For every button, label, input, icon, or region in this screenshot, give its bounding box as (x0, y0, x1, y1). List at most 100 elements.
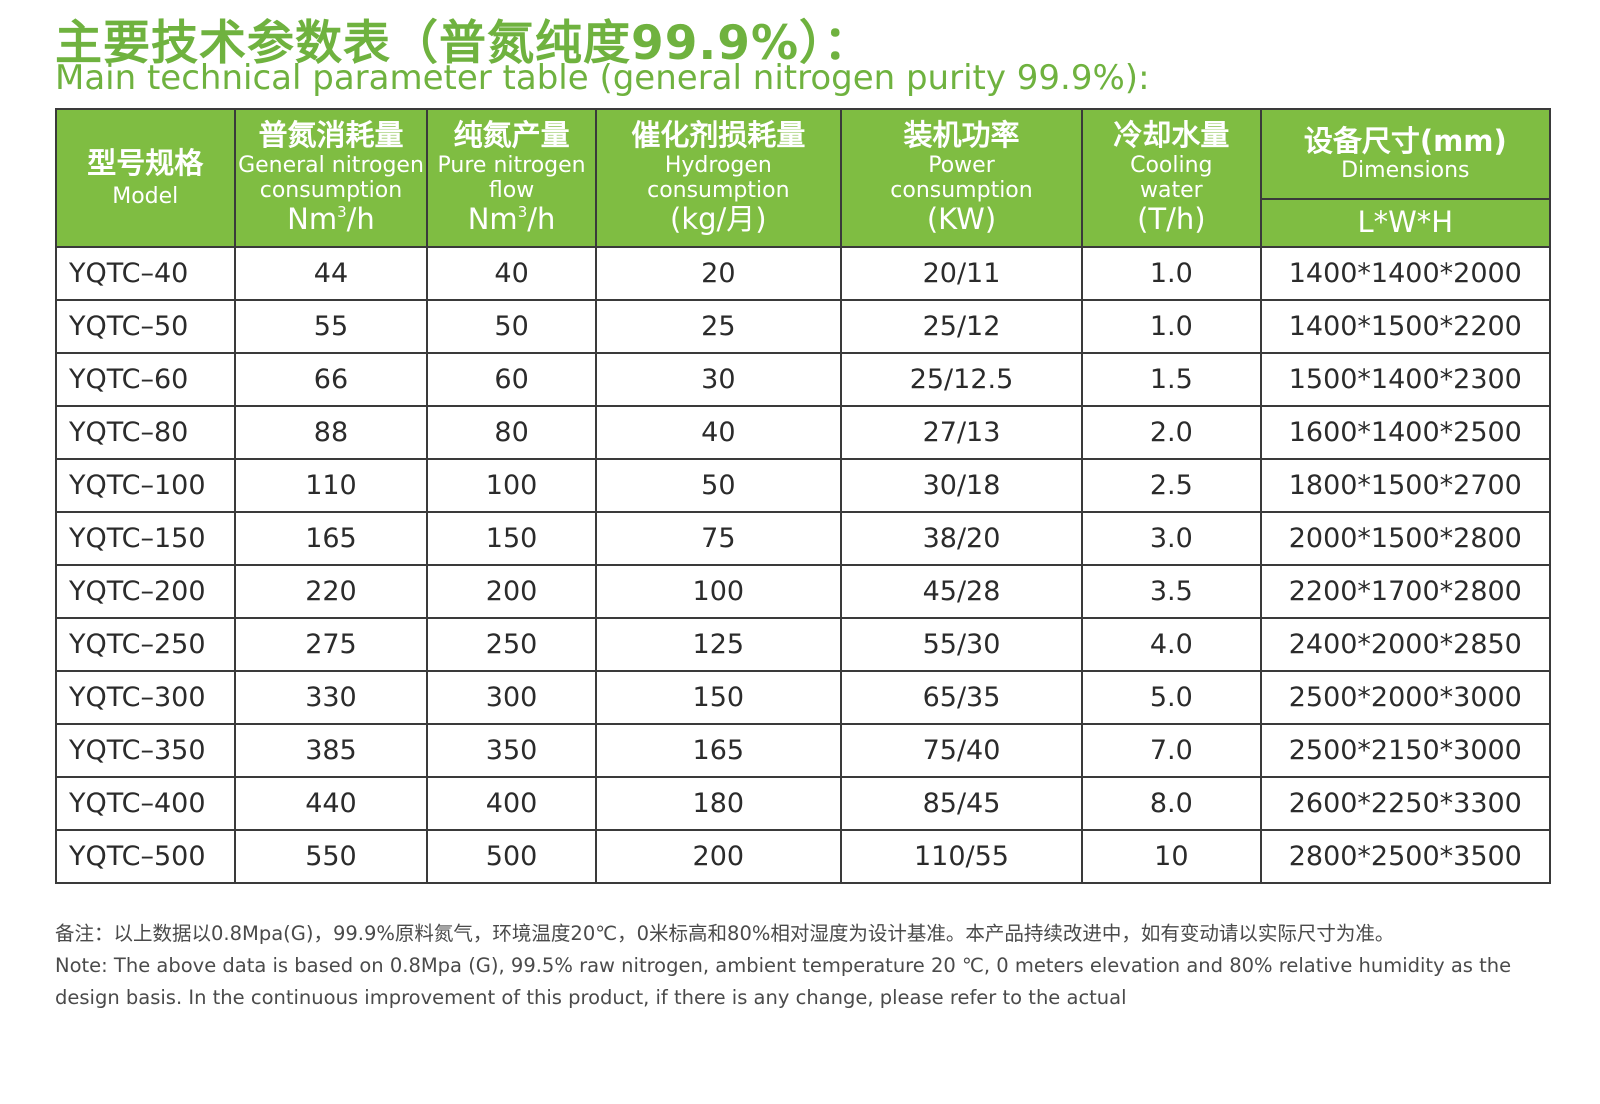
cell-model: YQTC–80 (55, 405, 236, 460)
table-row: YQTC–300 330 300 150 65/35 5.0 2500*2000*3000 (55, 670, 1552, 725)
header-gn-consumption-en2: consumption (259, 178, 403, 203)
cell-gn-consumption: 110 (233, 458, 429, 513)
cell-model: YQTC–300 (55, 670, 236, 725)
header-model: 型号规格 Model (55, 108, 236, 248)
table-row: YQTC–200 220 200 100 45/28 3.5 2200*1700*2800 (55, 564, 1552, 619)
cell-gn-consumption: 385 (233, 723, 429, 778)
cell-model: YQTC–400 (55, 776, 236, 831)
cell-pn-flow: 350 (426, 723, 597, 778)
header-cooling-en1: Cooling (1130, 152, 1213, 178)
header-model-zh: 型号规格 (87, 145, 204, 180)
header-cooling: 冷却水量 Cooling water (T/h) (1081, 108, 1262, 248)
header-power-en2: consumption (890, 178, 1033, 203)
cell-cooling: 10 (1081, 829, 1262, 884)
unit-base: Nm (287, 202, 338, 237)
cell-dimensions: 1600*1400*2500 (1259, 405, 1552, 460)
cell-hydrogen: 40 (594, 405, 842, 460)
cell-cooling: 7.0 (1081, 723, 1262, 778)
cell-dimensions: 2500*2150*3000 (1259, 723, 1552, 778)
cell-gn-consumption: 275 (233, 617, 429, 672)
cell-gn-consumption: 165 (233, 511, 429, 566)
cell-gn-consumption: 330 (233, 670, 429, 725)
header-cooling-en2: water (1139, 178, 1203, 203)
header-dimensions-en: Dimensions (1341, 158, 1470, 184)
footnote: 备注：以上数据以0.8Mpa(G)，99.9%原料氮气，环境温度20℃，0米标高… (55, 918, 1525, 1014)
cell-model: YQTC–100 (55, 458, 236, 513)
cell-hydrogen: 75 (594, 511, 842, 566)
cell-pn-flow: 100 (426, 458, 597, 513)
cell-gn-consumption: 550 (233, 829, 429, 884)
cell-pn-flow: 200 (426, 564, 597, 619)
header-pn-flow-zh: 纯氮产量 (453, 118, 570, 153)
parameter-table: 型号规格 Model 普氮消耗量 General nitrogen consum… (55, 108, 1552, 884)
header-hydrogen-zh: 催化剂损耗量 (631, 118, 806, 153)
header-power-en1: Power (928, 152, 995, 178)
cell-power: 25/12 (839, 299, 1084, 354)
table-row: YQTC–150 165 150 75 38/20 3.0 2000*1500*2800 (55, 511, 1552, 566)
cell-dimensions: 1800*1500*2700 (1259, 458, 1552, 513)
table-row: YQTC–80 88 80 40 27/13 2.0 1600*1400*2500 (55, 405, 1552, 460)
cell-hydrogen: 20 (594, 246, 842, 301)
cell-dimensions: 2800*2500*3500 (1259, 829, 1552, 884)
cell-dimensions: 2200*1700*2800 (1259, 564, 1552, 619)
header-gn-consumption: 普氮消耗量 General nitrogen consumption Nm3/h (233, 108, 429, 248)
cell-hydrogen: 50 (594, 458, 842, 513)
cell-cooling: 2.0 (1081, 405, 1262, 460)
cell-power: 75/40 (839, 723, 1084, 778)
cell-gn-consumption: 44 (233, 246, 429, 301)
header-pn-flow-unit: Nm3/h (429, 203, 593, 236)
header-hydrogen-unit: (kg/月) (670, 202, 767, 237)
table-row: YQTC–50 55 50 25 25/12 1.0 1400*1500*2200 (55, 299, 1552, 354)
cell-cooling: 8.0 (1081, 776, 1262, 831)
cell-model: YQTC–500 (55, 829, 236, 884)
table-row: YQTC–60 66 60 30 25/12.5 1.5 1500*1400*2300 (55, 352, 1552, 407)
header-dimensions-zh: 设备尺寸(mm) (1303, 123, 1507, 158)
cell-cooling: 3.0 (1081, 511, 1262, 566)
table-row: YQTC–100 110 100 50 30/18 2.5 1800*1500*2700 (55, 458, 1552, 513)
cell-dimensions: 2000*1500*2800 (1259, 511, 1552, 566)
cell-gn-consumption: 66 (233, 352, 429, 407)
header-hydrogen-en1: Hydrogen (664, 152, 772, 178)
header-gn-consumption-en1: General nitrogen (238, 152, 424, 178)
cell-cooling: 1.0 (1081, 299, 1262, 354)
cell-dimensions: 2500*2000*3000 (1259, 670, 1552, 725)
table-row: YQTC–350 385 350 165 75/40 7.0 2500*2150*3000 (55, 723, 1552, 778)
cell-model: YQTC–200 (55, 564, 236, 619)
header-pn-flow-en2: flow (488, 178, 535, 203)
cell-power: 27/13 (839, 405, 1084, 460)
cell-power: 55/30 (839, 617, 1084, 672)
unit-tail: /h (346, 202, 375, 237)
cell-dimensions: 1400*1500*2200 (1259, 299, 1552, 354)
cell-hydrogen: 180 (594, 776, 842, 831)
cell-pn-flow: 40 (426, 246, 597, 301)
cell-power: 25/12.5 (839, 352, 1084, 407)
cell-hydrogen: 30 (594, 352, 842, 407)
cell-pn-flow: 50 (426, 299, 597, 354)
header-dimensions: 设备尺寸(mm) Dimensions (1259, 108, 1552, 200)
cell-power: 30/18 (839, 458, 1084, 513)
cell-dimensions: 1400*1400*2000 (1259, 246, 1552, 301)
cell-gn-consumption: 55 (233, 299, 429, 354)
cell-model: YQTC–40 (55, 246, 236, 301)
cell-hydrogen: 125 (594, 617, 842, 672)
cell-gn-consumption: 88 (233, 405, 429, 460)
cell-pn-flow: 400 (426, 776, 597, 831)
cell-cooling: 3.5 (1081, 564, 1262, 619)
cell-gn-consumption: 440 (233, 776, 429, 831)
header-power-zh: 装机功率 (903, 118, 1020, 153)
header-cooling-zh: 冷却水量 (1113, 118, 1230, 153)
cell-model: YQTC–250 (55, 617, 236, 672)
cell-cooling: 1.5 (1081, 352, 1262, 407)
header-dimensions-lwh: L*W*H (1357, 205, 1454, 240)
cell-pn-flow: 60 (426, 352, 597, 407)
cell-cooling: 4.0 (1081, 617, 1262, 672)
footnote-en-line2: design basis. In the continuous improvem… (55, 986, 1127, 1009)
cell-hydrogen: 150 (594, 670, 842, 725)
unit-sup: 3 (337, 203, 347, 222)
cell-cooling: 2.5 (1081, 458, 1262, 513)
header-power-unit: (KW) (926, 202, 997, 237)
cell-model: YQTC–150 (55, 511, 236, 566)
cell-power: 110/55 (839, 829, 1084, 884)
cell-dimensions: 2600*2250*3300 (1259, 776, 1552, 831)
cell-power: 85/45 (839, 776, 1084, 831)
